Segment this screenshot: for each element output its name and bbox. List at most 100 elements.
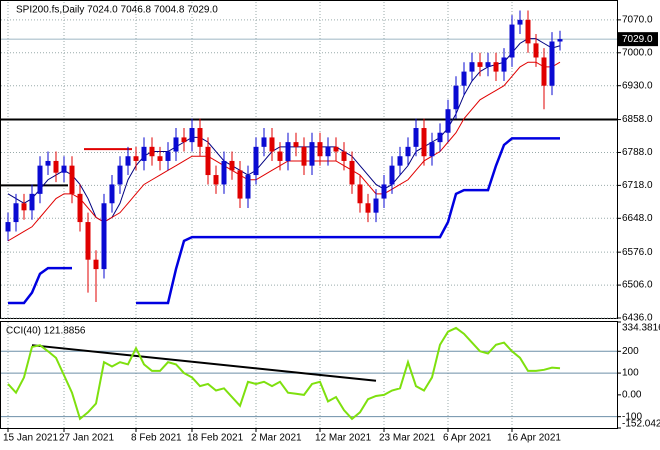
y-tick-label: 6648.0 — [622, 213, 653, 224]
candle-body — [405, 146, 411, 157]
candle-body — [333, 146, 339, 152]
last-price-label: 7029.0 — [622, 34, 653, 45]
candle-body — [85, 222, 91, 260]
candle-body — [413, 128, 419, 147]
candle-body — [285, 142, 291, 161]
candle-body — [261, 137, 267, 147]
candle-body — [309, 142, 315, 166]
candle-body — [421, 128, 427, 157]
candle-body — [509, 24, 515, 58]
candle-body — [29, 193, 35, 211]
candle-body — [69, 165, 75, 194]
candle-body — [293, 142, 299, 147]
candle-body — [389, 165, 395, 185]
candle-body — [229, 160, 235, 171]
candle-body — [317, 142, 323, 157]
cci-trendline — [31, 344, 377, 382]
candle-body — [501, 57, 507, 72]
x-tick-label: 8 Feb 2021 — [131, 433, 182, 444]
x-tick-label: 18 Feb 2021 — [187, 433, 244, 444]
candle-body — [237, 170, 243, 199]
overlay-line — [7, 61, 561, 242]
overlay-line — [8, 137, 560, 305]
candle-body — [117, 165, 123, 185]
candle-body — [445, 109, 451, 133]
y-tick-label: 6858.0 — [622, 114, 653, 125]
candle-body — [141, 146, 147, 161]
candle-body — [21, 203, 27, 211]
y-tick-label: 100 — [622, 368, 639, 379]
last-price-tag — [618, 32, 658, 47]
x-tick-label: 2 Mar 2021 — [251, 433, 302, 444]
candle-body — [221, 160, 227, 185]
candle-body — [245, 175, 251, 199]
x-tick-label: 6 Apr 2021 — [443, 433, 492, 444]
y-tick-label: 7000.0 — [622, 47, 653, 58]
candle-body — [469, 62, 475, 72]
candle-body — [13, 203, 19, 223]
candle-body — [45, 160, 51, 166]
y-tick-label: 0.00 — [622, 390, 642, 401]
chart-title: SPI200.fs,Daily 7024.0 7046.8 7004.8 702… — [16, 5, 218, 16]
candle-body — [277, 151, 283, 161]
candle-body — [61, 165, 67, 173]
candle-body — [373, 198, 379, 213]
candle-body — [301, 146, 307, 166]
candle-body — [181, 137, 187, 143]
y-tick-label: -152.042 — [622, 419, 660, 430]
candle-body — [157, 156, 163, 161]
candle-body — [525, 19, 531, 44]
candle-body — [213, 175, 219, 185]
candle-body — [197, 128, 203, 147]
candle-body — [429, 142, 435, 157]
candle-body — [541, 57, 547, 86]
candle-body — [493, 62, 499, 72]
candle-body — [149, 146, 155, 157]
candle-body — [485, 62, 491, 67]
cci-panel — [0, 321, 618, 429]
candle-body — [93, 259, 99, 270]
indicator-label: CCI(40) 121.8856 — [6, 326, 86, 337]
candle-body — [37, 165, 43, 194]
x-tick-label: 27 Jan 2021 — [59, 433, 114, 444]
candle-body — [557, 39, 563, 42]
candle-body — [453, 85, 459, 110]
candle-body — [549, 41, 555, 86]
candle-body — [101, 203, 107, 270]
candle-body — [77, 193, 83, 223]
candle-body — [205, 146, 211, 176]
y-tick-label: 6718.0 — [622, 180, 653, 191]
candle-body — [365, 203, 371, 213]
y-tick-label: 200 — [622, 346, 639, 357]
candle-body — [341, 151, 347, 161]
candle-body — [325, 146, 331, 157]
candle-body — [357, 184, 363, 204]
candle-body — [397, 156, 403, 166]
y-tick-label: -100 — [622, 411, 642, 422]
x-tick-label: 16 Apr 2021 — [507, 433, 561, 444]
candle-body — [477, 62, 483, 67]
main-panel — [0, 0, 618, 319]
y-tick-label: 6788.0 — [622, 147, 653, 158]
y-tick-label: 6436.0 — [622, 313, 653, 324]
y-tick-label: 6506.0 — [622, 280, 653, 291]
candle-body — [189, 128, 195, 143]
candle-body — [133, 156, 139, 161]
candle-body — [349, 160, 355, 185]
x-tick-label: 12 Mar 2021 — [315, 433, 372, 444]
x-tick-label: 23 Mar 2021 — [379, 433, 436, 444]
y-tick-label: 6576.0 — [622, 247, 653, 258]
candle-body — [437, 132, 443, 143]
candle-body — [517, 19, 523, 25]
candle-body — [381, 184, 387, 199]
candle-body — [173, 137, 179, 152]
candle-body — [165, 151, 171, 161]
candle-body — [253, 146, 259, 176]
candle-body — [109, 184, 115, 204]
cci-line — [7, 326, 561, 421]
candle-body — [461, 71, 467, 86]
candle-body — [125, 156, 131, 166]
candle-body — [269, 137, 275, 152]
x-tick-label: 15 Jan 2021 — [3, 433, 58, 444]
candle-body — [5, 222, 11, 232]
